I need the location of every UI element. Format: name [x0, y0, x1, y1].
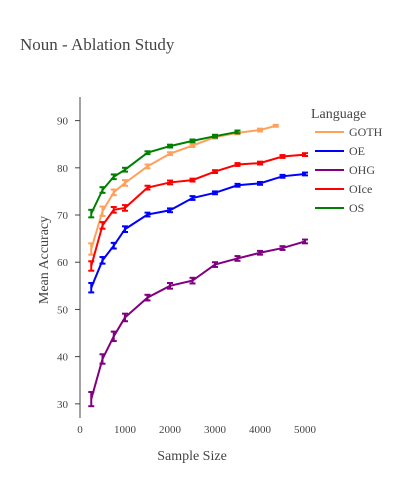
error-bar-oe	[111, 243, 117, 249]
x-tick-label: 5000	[294, 424, 317, 436]
legend-label: OIce	[349, 182, 372, 196]
error-bar-goth	[111, 190, 117, 196]
error-bar-oe	[100, 257, 106, 264]
legend-item-oice[interactable]: OIce	[315, 182, 372, 196]
legend-label: OS	[349, 201, 364, 215]
series-line-oe	[91, 174, 305, 288]
y-axis-ticks: 30 40 50 60 70 80 90	[57, 116, 80, 411]
series-line-goth	[91, 126, 276, 249]
y-tick-label: 60	[57, 257, 69, 269]
series-oe	[88, 173, 308, 293]
legend-item-oe[interactable]: OE	[315, 144, 365, 158]
y-axis-title: Mean Accuracy	[37, 216, 52, 304]
legend-title: Language	[311, 107, 366, 122]
x-tick-label: 4000	[249, 424, 272, 436]
chart-title: Noun - Ablation Study	[20, 35, 175, 54]
error-bar-goth	[122, 180, 128, 186]
error-bar-oe	[122, 226, 128, 232]
error-bar-os	[122, 168, 128, 172]
y-tick-label: 50	[57, 304, 69, 316]
error-bar-goth	[145, 165, 151, 169]
legend-label: OHG	[349, 163, 375, 177]
legend-item-goth[interactable]: GOTH	[315, 125, 383, 139]
series-oice	[88, 153, 308, 271]
legend-label: OE	[349, 144, 365, 158]
error-bar-os	[111, 174, 117, 179]
legend[interactable]: GOTH OE OHG OIce OS	[315, 125, 383, 215]
y-tick-label: 90	[57, 116, 69, 128]
legend-item-ohg[interactable]: OHG	[315, 163, 375, 177]
x-tick-label: 2000	[159, 424, 182, 436]
y-tick-label: 80	[57, 163, 69, 175]
y-tick-label: 30	[57, 399, 69, 411]
series-goth	[88, 125, 279, 255]
x-tick-label: 3000	[204, 424, 227, 436]
error-bar-goth	[273, 125, 279, 127]
series-ohg	[88, 240, 308, 407]
plot-area	[88, 125, 308, 406]
error-bar-oice	[88, 261, 94, 270]
x-axis-title: Sample Size	[157, 449, 227, 464]
x-tick-label: 1000	[114, 424, 137, 436]
x-axis-ticks: 0 1000 2000 3000 4000 5000	[77, 424, 316, 436]
legend-item-os[interactable]: OS	[315, 201, 364, 215]
error-bar-os	[100, 187, 106, 193]
legend-label: GOTH	[349, 125, 383, 139]
error-bar-oice	[100, 222, 106, 229]
y-tick-label: 70	[57, 210, 69, 222]
x-tick-label: 0	[77, 424, 83, 436]
y-tick-label: 40	[57, 352, 69, 364]
